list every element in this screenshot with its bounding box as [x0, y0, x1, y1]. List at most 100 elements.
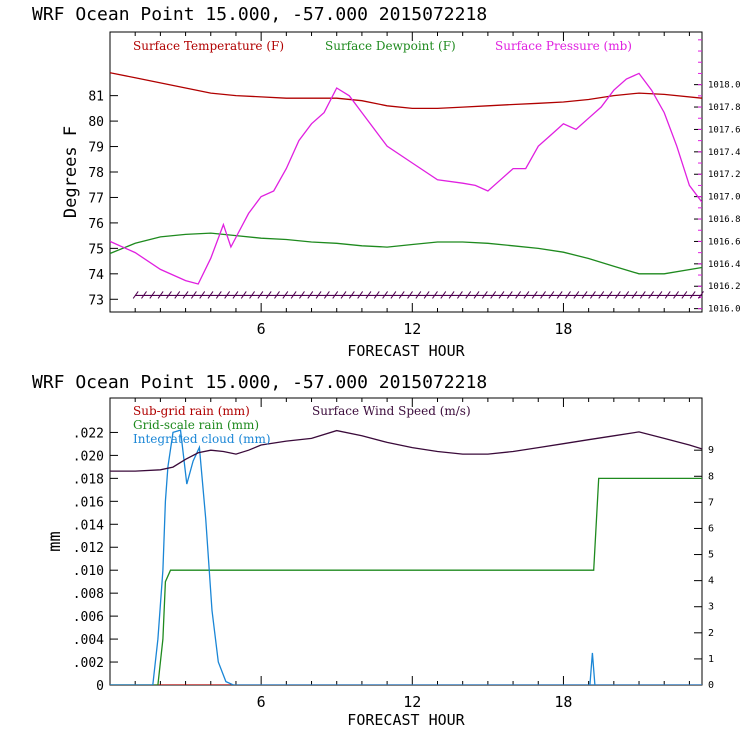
wind-barb [456, 291, 463, 299]
y-tick-label: 0 [96, 679, 104, 694]
wind-barb [340, 291, 347, 299]
wind-barb [390, 291, 397, 299]
wind-barb [473, 291, 480, 299]
y-tick-label: .012 [73, 541, 104, 556]
wind-barb [240, 291, 247, 299]
wind-barb [565, 291, 571, 299]
x-tick-label: 12 [403, 693, 421, 711]
wind-barb [166, 291, 172, 299]
y2-tick-label: 0 [708, 680, 714, 691]
x-tick-label: 12 [403, 320, 421, 338]
y2-tick-label: 3 [708, 602, 714, 613]
wind-barb [299, 291, 305, 299]
y2-tick-label: 1017.2 [708, 170, 740, 180]
legend-entry: Integrated cloud (mm) [133, 432, 271, 446]
wind-barb [290, 291, 297, 299]
y-tick-label: .010 [73, 564, 104, 579]
wind-barb [614, 291, 621, 299]
wind-barb [698, 291, 704, 299]
wind-barb [398, 291, 405, 299]
y2-tick-label: 2 [708, 628, 714, 639]
y-tick-label: 73 [88, 293, 104, 308]
series-line-integrated-cloud-mm- [110, 429, 702, 685]
wind-barb [598, 291, 605, 299]
chart-title: WRF Ocean Point 15.000, -57.000 20150722… [32, 4, 487, 25]
wind-barb [132, 291, 139, 299]
y-axis-label: mm [45, 531, 65, 551]
y2-tick-label: 8 [708, 471, 714, 482]
series-line-surface-temperature-f- [110, 72, 702, 110]
y2-tick-label: 1017.6 [708, 125, 740, 135]
wind-barb [432, 291, 438, 299]
wind-barb [282, 291, 289, 299]
series-line-surface-wind-speed-m-s- [110, 429, 702, 472]
wind-barb [531, 291, 538, 299]
y-tick-label: 78 [88, 166, 104, 181]
wind-barb [606, 291, 613, 299]
y2-tick-label: 7 [708, 497, 714, 508]
wind-barb [323, 291, 330, 299]
x-axis-label: FORECAST HOUR [347, 342, 465, 360]
wind-barb [681, 291, 688, 299]
y2-tick-label: 1017.4 [708, 148, 740, 158]
wind-barb [440, 291, 447, 299]
y-tick-label: .002 [73, 656, 104, 671]
wind-barb [257, 291, 264, 299]
wind-barb [373, 291, 380, 299]
wind-barb [590, 291, 596, 299]
wind-barb [506, 291, 513, 299]
wind-barb [199, 291, 206, 299]
x-tick-label: 6 [257, 693, 266, 711]
wind-barb [673, 291, 679, 299]
y2-tick-label: 1 [708, 654, 714, 665]
y-tick-label: .016 [73, 495, 104, 510]
y-tick-label: 80 [88, 115, 104, 130]
wind-barb [365, 291, 372, 299]
wind-barb [407, 291, 413, 299]
y2-tick-label: 5 [708, 550, 714, 561]
wind-barb [481, 291, 488, 299]
wind-barb [224, 291, 231, 299]
wind-barb [556, 291, 563, 299]
wind-barb [415, 291, 422, 299]
y2-tick-label: 1016.6 [708, 237, 740, 247]
y-tick-label: 81 [88, 90, 104, 105]
y-tick-label: 75 [88, 242, 104, 257]
plot-frame [109, 31, 703, 313]
wind-barb [631, 291, 638, 299]
wind-barb [490, 291, 497, 299]
legend-entry: Grid-scale rain (mm) [133, 418, 259, 432]
wind-barb [190, 291, 197, 299]
y2-tick-label: 1016.4 [708, 260, 740, 270]
wind-barb [274, 291, 280, 299]
y2-tick-label: 1016.2 [708, 282, 740, 292]
series-line-spike [589, 652, 596, 685]
y2-tick-label: 9 [708, 445, 714, 456]
wind-barb [689, 291, 696, 299]
series-line-surface-pressure-mb- [110, 72, 702, 285]
x-tick-label: 18 [554, 320, 572, 338]
y-tick-label: .008 [73, 587, 104, 602]
legend-entry: Surface Dewpoint (F) [325, 39, 456, 53]
y-tick-label: 77 [88, 191, 104, 206]
wind-barb [548, 291, 555, 299]
y-tick-label: .020 [73, 449, 104, 464]
wind-barb [182, 291, 189, 299]
wind-barb [448, 291, 455, 299]
x-axis-label: FORECAST HOUR [347, 711, 465, 729]
wind-barb [207, 291, 214, 299]
wind-barb [664, 291, 671, 299]
wind-barb [623, 291, 630, 299]
series-line-grid-scale-rain-mm- [110, 477, 702, 685]
wind-barb [249, 291, 255, 299]
wind-barb [515, 291, 522, 299]
y2-tick-label: 1017.8 [708, 103, 740, 113]
wind-barb [465, 291, 472, 299]
y-tick-label: 76 [88, 217, 104, 232]
wind-barb [523, 291, 530, 299]
y-tick-label: 74 [88, 268, 104, 283]
wind-barb [332, 291, 339, 299]
y-tick-label: .006 [73, 610, 104, 625]
wind-barb [581, 291, 588, 299]
